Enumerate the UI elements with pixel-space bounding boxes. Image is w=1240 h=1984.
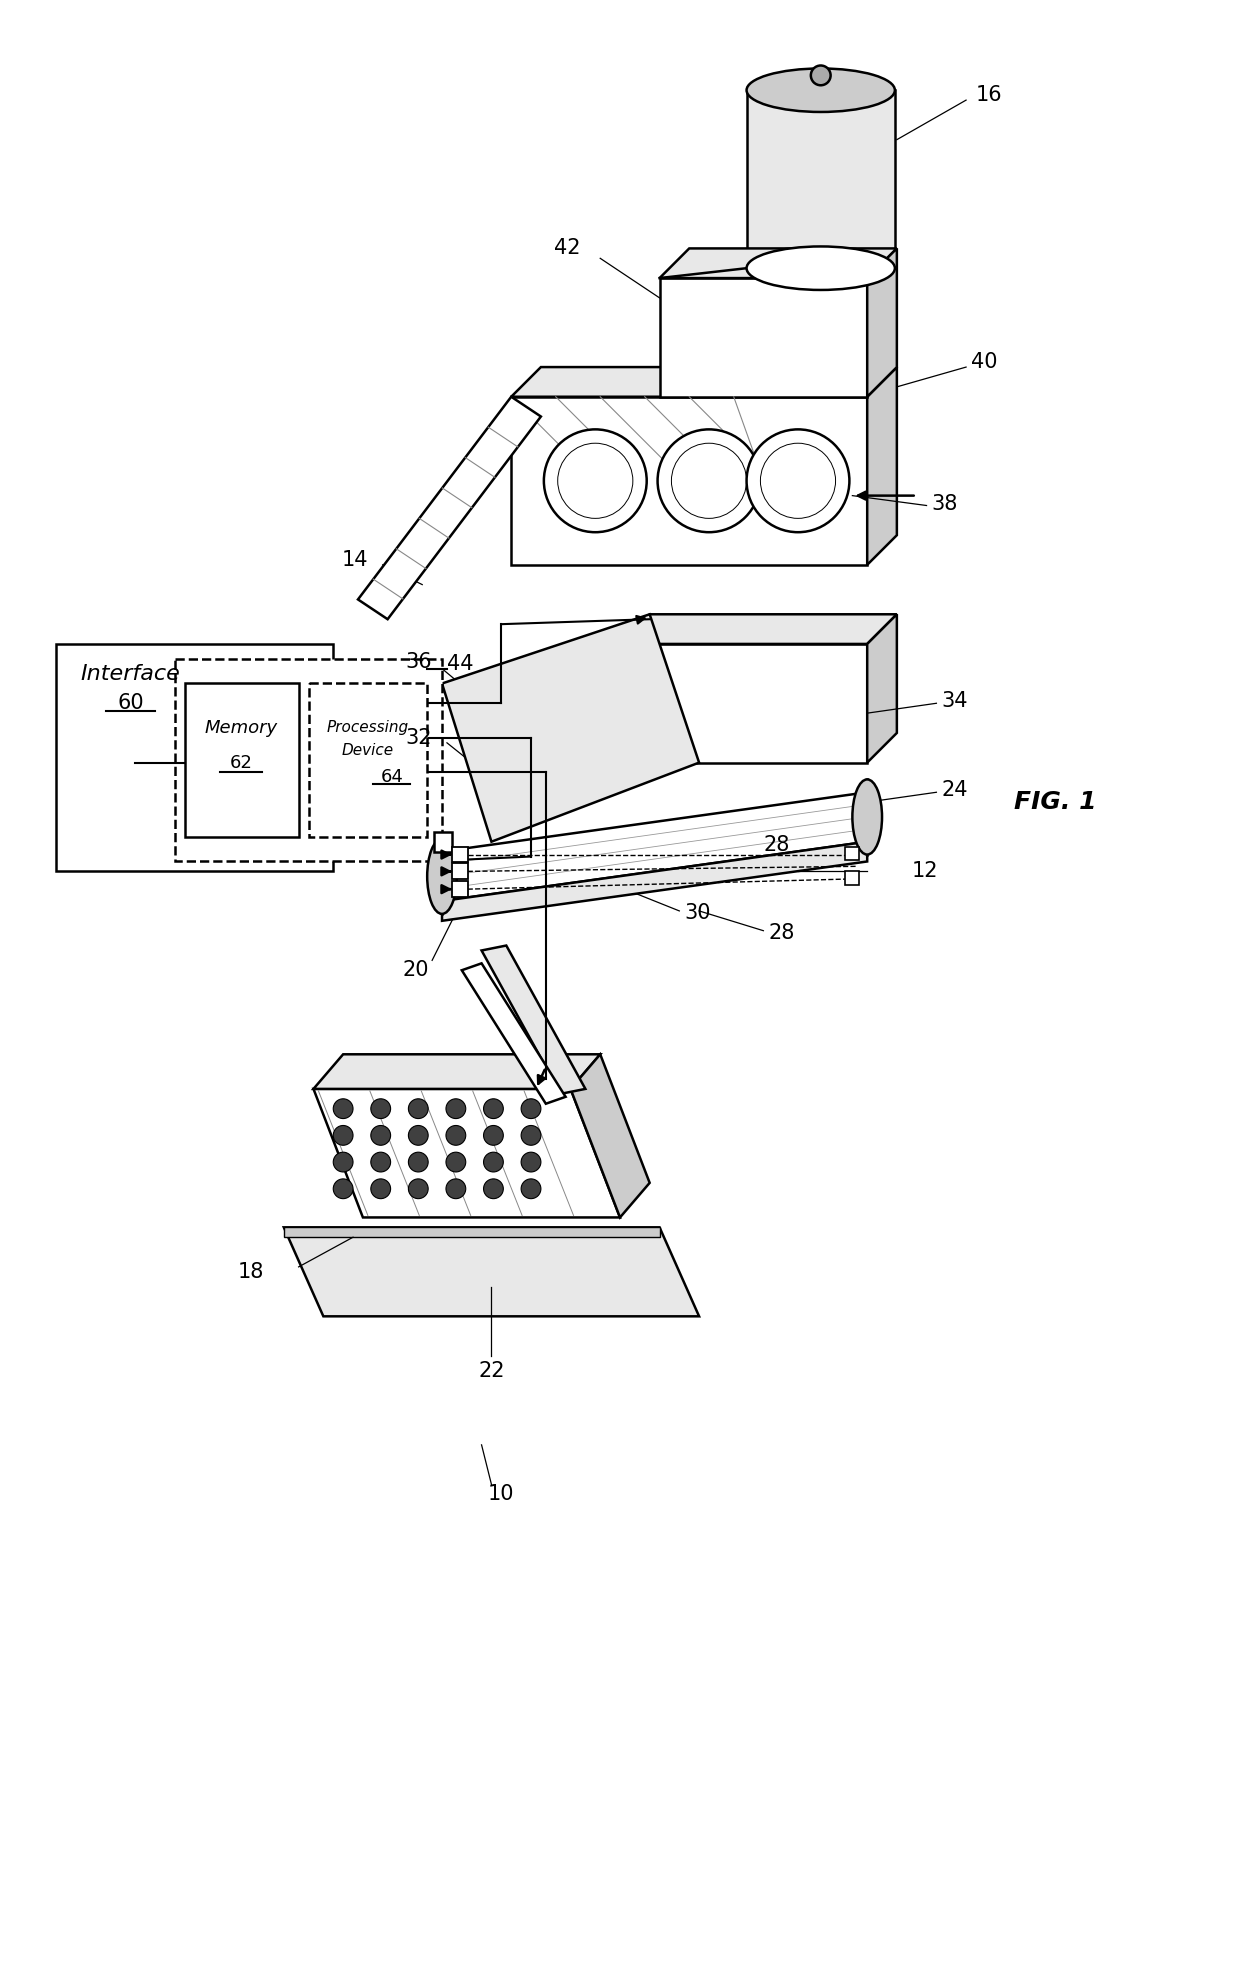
- Text: 62: 62: [229, 754, 253, 772]
- Circle shape: [484, 1178, 503, 1198]
- Circle shape: [371, 1178, 391, 1198]
- Circle shape: [521, 1153, 541, 1173]
- Text: 32: 32: [405, 728, 432, 748]
- Polygon shape: [441, 792, 867, 901]
- Polygon shape: [746, 89, 895, 268]
- Circle shape: [671, 442, 746, 518]
- Text: 20: 20: [403, 960, 429, 980]
- Circle shape: [334, 1178, 353, 1198]
- Bar: [185, 684, 299, 837]
- Polygon shape: [660, 278, 867, 397]
- Text: Processing: Processing: [327, 720, 409, 736]
- Bar: [434, 831, 451, 851]
- Bar: [451, 847, 467, 863]
- Circle shape: [371, 1153, 391, 1173]
- Text: 24: 24: [941, 780, 968, 800]
- Polygon shape: [284, 1228, 660, 1238]
- Polygon shape: [620, 645, 867, 762]
- Circle shape: [334, 1153, 353, 1173]
- Text: 14: 14: [341, 550, 368, 569]
- Circle shape: [484, 1099, 503, 1119]
- Circle shape: [334, 1125, 353, 1145]
- Circle shape: [746, 429, 849, 532]
- Polygon shape: [358, 397, 541, 619]
- Text: 28: 28: [764, 835, 790, 855]
- Text: 44: 44: [446, 653, 474, 675]
- Bar: [451, 881, 467, 897]
- Text: 12: 12: [911, 861, 939, 881]
- Text: 30: 30: [684, 903, 711, 923]
- Text: Device: Device: [342, 744, 394, 758]
- Circle shape: [484, 1125, 503, 1145]
- Circle shape: [371, 1125, 391, 1145]
- Polygon shape: [620, 615, 897, 645]
- Text: 60: 60: [118, 692, 144, 714]
- Text: 28: 28: [769, 923, 795, 942]
- Polygon shape: [441, 615, 699, 841]
- Text: 22: 22: [479, 1361, 505, 1381]
- Circle shape: [446, 1153, 466, 1173]
- Circle shape: [446, 1125, 466, 1145]
- Circle shape: [811, 65, 831, 85]
- Circle shape: [446, 1178, 466, 1198]
- Ellipse shape: [428, 839, 456, 915]
- Polygon shape: [867, 248, 897, 397]
- Ellipse shape: [852, 780, 882, 855]
- Circle shape: [446, 1099, 466, 1119]
- Text: Interface: Interface: [81, 663, 181, 684]
- Circle shape: [558, 442, 632, 518]
- Text: FIG. 1: FIG. 1: [1014, 790, 1096, 813]
- Polygon shape: [511, 367, 897, 397]
- Polygon shape: [461, 964, 565, 1103]
- Text: 40: 40: [971, 351, 997, 373]
- Circle shape: [657, 429, 760, 532]
- Ellipse shape: [746, 246, 895, 290]
- Bar: [309, 684, 428, 837]
- Circle shape: [760, 442, 836, 518]
- Circle shape: [408, 1153, 428, 1173]
- Polygon shape: [660, 248, 897, 278]
- Circle shape: [521, 1099, 541, 1119]
- Polygon shape: [867, 367, 897, 565]
- Circle shape: [521, 1125, 541, 1145]
- Text: 34: 34: [941, 690, 968, 712]
- Text: 42: 42: [554, 238, 580, 258]
- Polygon shape: [314, 1089, 620, 1218]
- Bar: [846, 847, 859, 861]
- Circle shape: [371, 1099, 391, 1119]
- Polygon shape: [481, 946, 585, 1093]
- Text: 10: 10: [489, 1484, 515, 1504]
- Circle shape: [408, 1125, 428, 1145]
- Circle shape: [408, 1178, 428, 1198]
- Text: 38: 38: [931, 494, 957, 514]
- Polygon shape: [570, 1054, 650, 1218]
- Text: 64: 64: [381, 768, 404, 786]
- Bar: [451, 863, 467, 879]
- Circle shape: [408, 1099, 428, 1119]
- Bar: [56, 645, 334, 871]
- Ellipse shape: [746, 69, 895, 111]
- Circle shape: [521, 1178, 541, 1198]
- Circle shape: [334, 1099, 353, 1119]
- Polygon shape: [867, 615, 897, 762]
- Polygon shape: [511, 397, 867, 565]
- Polygon shape: [314, 1054, 600, 1089]
- Circle shape: [544, 429, 647, 532]
- Bar: [175, 659, 441, 861]
- Text: 18: 18: [238, 1262, 264, 1282]
- Text: 16: 16: [976, 85, 1003, 105]
- Text: 36: 36: [405, 651, 432, 673]
- Polygon shape: [441, 841, 867, 921]
- Text: Memory: Memory: [205, 718, 278, 736]
- Bar: [846, 871, 859, 885]
- Polygon shape: [284, 1228, 699, 1315]
- Circle shape: [484, 1153, 503, 1173]
